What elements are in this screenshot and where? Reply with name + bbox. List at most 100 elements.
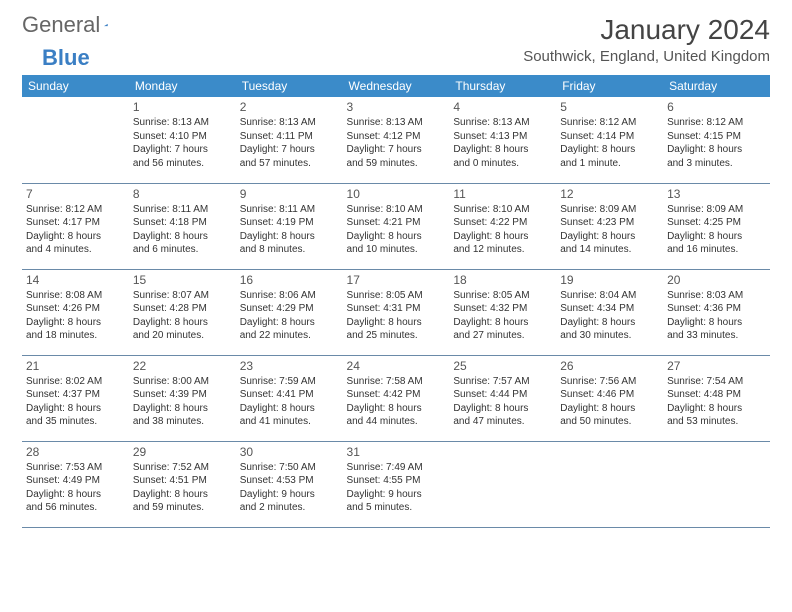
sunrise-text: Sunrise: 7:50 AM <box>240 461 339 475</box>
calendar-page: General January 2024 Southwick, England,… <box>0 0 792 542</box>
sunrise-text: Sunrise: 8:10 AM <box>347 203 446 217</box>
sunset-text: Sunset: 4:22 PM <box>453 216 552 230</box>
calendar-table: SundayMondayTuesdayWednesdayThursdayFrid… <box>22 75 770 528</box>
daylight-text: and 30 minutes. <box>560 329 659 343</box>
daylight-text: Daylight: 8 hours <box>560 230 659 244</box>
calendar-cell: 28Sunrise: 7:53 AMSunset: 4:49 PMDayligh… <box>22 441 129 527</box>
calendar-cell: 23Sunrise: 7:59 AMSunset: 4:41 PMDayligh… <box>236 355 343 441</box>
daylight-text: and 41 minutes. <box>240 415 339 429</box>
daylight-text: and 33 minutes. <box>667 329 766 343</box>
day-number: 29 <box>133 444 232 460</box>
sunrise-text: Sunrise: 8:08 AM <box>26 289 125 303</box>
day-header: Thursday <box>449 75 556 97</box>
sunset-text: Sunset: 4:11 PM <box>240 130 339 144</box>
daylight-text: and 50 minutes. <box>560 415 659 429</box>
calendar-head: SundayMondayTuesdayWednesdayThursdayFrid… <box>22 75 770 97</box>
sunrise-text: Sunrise: 8:13 AM <box>453 116 552 130</box>
sunset-text: Sunset: 4:25 PM <box>667 216 766 230</box>
daylight-text: Daylight: 8 hours <box>667 143 766 157</box>
sunset-text: Sunset: 4:12 PM <box>347 130 446 144</box>
calendar-cell: 30Sunrise: 7:50 AMSunset: 4:53 PMDayligh… <box>236 441 343 527</box>
sunset-text: Sunset: 4:37 PM <box>26 388 125 402</box>
page-title: January 2024 <box>523 14 770 46</box>
daylight-text: and 1 minute. <box>560 157 659 171</box>
day-number: 16 <box>240 272 339 288</box>
calendar-cell: 11Sunrise: 8:10 AMSunset: 4:22 PMDayligh… <box>449 183 556 269</box>
calendar-cell: 20Sunrise: 8:03 AMSunset: 4:36 PMDayligh… <box>663 269 770 355</box>
daylight-text: and 8 minutes. <box>240 243 339 257</box>
day-number: 20 <box>667 272 766 288</box>
sunset-text: Sunset: 4:15 PM <box>667 130 766 144</box>
daylight-text: and 47 minutes. <box>453 415 552 429</box>
day-number: 27 <box>667 358 766 374</box>
daylight-text: and 22 minutes. <box>240 329 339 343</box>
sunset-text: Sunset: 4:18 PM <box>133 216 232 230</box>
calendar-cell <box>663 441 770 527</box>
location: Southwick, England, United Kingdom <box>523 48 770 65</box>
day-number: 23 <box>240 358 339 374</box>
calendar-cell: 7Sunrise: 8:12 AMSunset: 4:17 PMDaylight… <box>22 183 129 269</box>
daylight-text: and 44 minutes. <box>347 415 446 429</box>
day-number: 31 <box>347 444 446 460</box>
daylight-text: Daylight: 8 hours <box>560 402 659 416</box>
daylight-text: Daylight: 8 hours <box>667 230 766 244</box>
sunrise-text: Sunrise: 8:03 AM <box>667 289 766 303</box>
daylight-text: Daylight: 9 hours <box>347 488 446 502</box>
sunrise-text: Sunrise: 7:57 AM <box>453 375 552 389</box>
sunrise-text: Sunrise: 8:13 AM <box>240 116 339 130</box>
daylight-text: and 35 minutes. <box>26 415 125 429</box>
sunset-text: Sunset: 4:21 PM <box>347 216 446 230</box>
sunrise-text: Sunrise: 7:53 AM <box>26 461 125 475</box>
calendar-cell: 13Sunrise: 8:09 AMSunset: 4:25 PMDayligh… <box>663 183 770 269</box>
sunrise-text: Sunrise: 7:56 AM <box>560 375 659 389</box>
day-header: Sunday <box>22 75 129 97</box>
sunset-text: Sunset: 4:44 PM <box>453 388 552 402</box>
daylight-text: and 56 minutes. <box>133 157 232 171</box>
daylight-text: Daylight: 8 hours <box>240 316 339 330</box>
daylight-text: and 59 minutes. <box>347 157 446 171</box>
calendar-cell: 15Sunrise: 8:07 AMSunset: 4:28 PMDayligh… <box>129 269 236 355</box>
daylight-text: and 10 minutes. <box>347 243 446 257</box>
sunset-text: Sunset: 4:46 PM <box>560 388 659 402</box>
daylight-text: Daylight: 8 hours <box>560 316 659 330</box>
day-number: 9 <box>240 186 339 202</box>
calendar-cell: 12Sunrise: 8:09 AMSunset: 4:23 PMDayligh… <box>556 183 663 269</box>
sunset-text: Sunset: 4:48 PM <box>667 388 766 402</box>
daylight-text: and 56 minutes. <box>26 501 125 515</box>
daylight-text: Daylight: 8 hours <box>347 316 446 330</box>
sunrise-text: Sunrise: 8:05 AM <box>347 289 446 303</box>
daylight-text: Daylight: 7 hours <box>133 143 232 157</box>
daylight-text: and 14 minutes. <box>560 243 659 257</box>
daylight-text: and 53 minutes. <box>667 415 766 429</box>
daylight-text: and 27 minutes. <box>453 329 552 343</box>
daylight-text: and 25 minutes. <box>347 329 446 343</box>
calendar-cell: 6Sunrise: 8:12 AMSunset: 4:15 PMDaylight… <box>663 97 770 183</box>
day-number: 2 <box>240 99 339 115</box>
daylight-text: Daylight: 8 hours <box>26 402 125 416</box>
sunrise-text: Sunrise: 8:09 AM <box>560 203 659 217</box>
calendar-cell: 16Sunrise: 8:06 AMSunset: 4:29 PMDayligh… <box>236 269 343 355</box>
sunrise-text: Sunrise: 8:12 AM <box>667 116 766 130</box>
sunrise-text: Sunrise: 8:12 AM <box>560 116 659 130</box>
calendar-cell: 21Sunrise: 8:02 AMSunset: 4:37 PMDayligh… <box>22 355 129 441</box>
calendar-cell: 22Sunrise: 8:00 AMSunset: 4:39 PMDayligh… <box>129 355 236 441</box>
day-number: 8 <box>133 186 232 202</box>
calendar-cell: 31Sunrise: 7:49 AMSunset: 4:55 PMDayligh… <box>343 441 450 527</box>
sunset-text: Sunset: 4:10 PM <box>133 130 232 144</box>
sunset-text: Sunset: 4:19 PM <box>240 216 339 230</box>
day-number: 4 <box>453 99 552 115</box>
calendar-cell: 8Sunrise: 8:11 AMSunset: 4:18 PMDaylight… <box>129 183 236 269</box>
day-number: 17 <box>347 272 446 288</box>
sunrise-text: Sunrise: 8:13 AM <box>133 116 232 130</box>
daylight-text: and 57 minutes. <box>240 157 339 171</box>
calendar-week-row: 14Sunrise: 8:08 AMSunset: 4:26 PMDayligh… <box>22 269 770 355</box>
day-number: 5 <box>560 99 659 115</box>
daylight-text: Daylight: 8 hours <box>133 488 232 502</box>
daylight-text: Daylight: 9 hours <box>240 488 339 502</box>
sunrise-text: Sunrise: 8:10 AM <box>453 203 552 217</box>
sunrise-text: Sunrise: 8:06 AM <box>240 289 339 303</box>
sunrise-text: Sunrise: 8:05 AM <box>453 289 552 303</box>
sunset-text: Sunset: 4:34 PM <box>560 302 659 316</box>
sunset-text: Sunset: 4:13 PM <box>453 130 552 144</box>
sunrise-text: Sunrise: 8:09 AM <box>667 203 766 217</box>
